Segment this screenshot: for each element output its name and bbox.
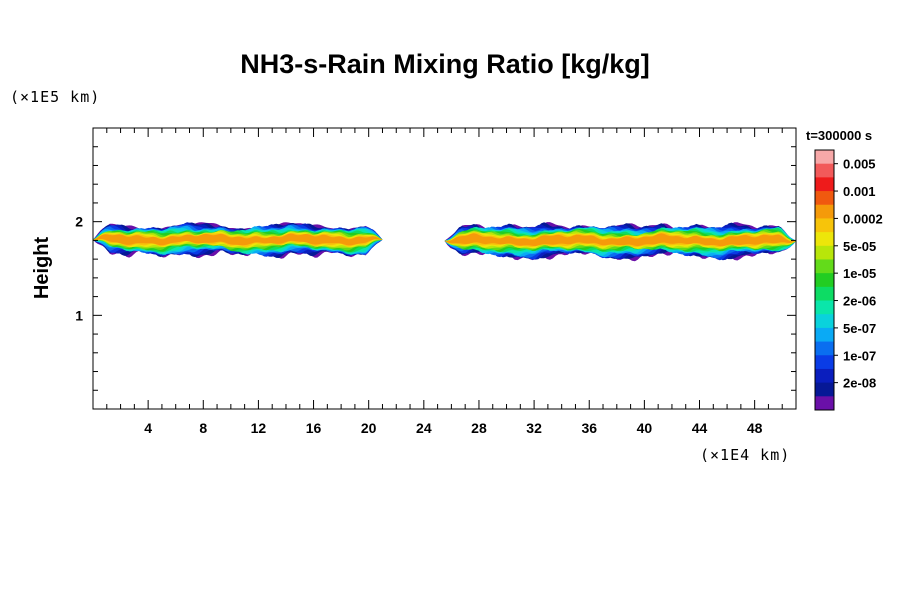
colorbar-swatch	[815, 396, 834, 411]
x-tick-label: 40	[637, 420, 653, 436]
colorbar: 0.005 0.001 0.0002 5e-05 1e-05 2e-06 5e-07 1e-0…	[814, 149, 883, 411]
colorbar-label: 1e-07	[843, 348, 876, 363]
colorbar-swatch	[815, 204, 834, 219]
colorbar-label: 2e-08	[843, 376, 876, 391]
colorbar-label: 5e-07	[843, 321, 876, 336]
x-tick-label: 20	[361, 420, 377, 436]
colorbar-swatch	[815, 245, 834, 260]
colorbar-swatch	[815, 259, 834, 274]
colorbar-label: 2e-06	[843, 294, 876, 309]
colorbar-label: 0.0002	[843, 211, 883, 226]
y-tick-label: 2	[75, 214, 83, 230]
plot-data	[93, 222, 796, 262]
colorbar-swatch	[815, 300, 834, 315]
colorbar-swatch	[815, 232, 834, 247]
x-tick-label: 44	[692, 420, 708, 436]
colorbar-swatch	[815, 150, 834, 165]
y-axis-unit: (×1E5 km)	[10, 88, 100, 106]
colorbar-swatch	[815, 286, 834, 302]
colorbar-frame	[814, 149, 835, 411]
colorbar-swatch	[815, 218, 834, 233]
x-tick-label: 36	[581, 420, 597, 436]
colorbar-swatch	[815, 191, 834, 206]
x-axis-unit: (×1E4 km)	[700, 446, 790, 464]
colorbar-label: 5e-05	[843, 239, 876, 254]
x-tick-label: 12	[251, 420, 267, 436]
colorbar-swatch	[815, 163, 834, 178]
colorbar-swatch	[815, 382, 834, 397]
colorbar-label: 0.001	[843, 184, 876, 199]
colorbar-swatch	[815, 341, 834, 356]
plot-frame	[92, 127, 797, 410]
time-label: t=300000 s	[806, 128, 872, 143]
colorbar-swatch	[815, 355, 834, 370]
x-tick-label: 8	[199, 420, 207, 436]
contour-fill	[444, 233, 796, 247]
y-tick-label: 1	[75, 307, 83, 323]
x-tick-label: 4	[144, 420, 152, 436]
colorbar-swatch	[815, 368, 834, 384]
x-tick-label: 28	[471, 420, 487, 436]
x-tick-label: 16	[306, 420, 322, 436]
y-axis-title: Height	[31, 237, 53, 300]
x-tick-label: 32	[526, 420, 542, 436]
chart-title: NH3-s-Rain Mixing Ratio [kg/kg]	[240, 49, 650, 79]
colorbar-label: 1e-05	[843, 266, 876, 281]
colorbar-swatch	[815, 314, 834, 329]
colorbar-swatch	[815, 273, 834, 288]
colorbar-label: 0.005	[843, 157, 876, 172]
x-tick-label: 24	[416, 420, 432, 436]
colorbar-swatch	[815, 327, 834, 343]
contour-fill	[93, 233, 383, 246]
x-tick-label: 48	[747, 420, 763, 436]
colorbar-swatch	[815, 177, 834, 192]
